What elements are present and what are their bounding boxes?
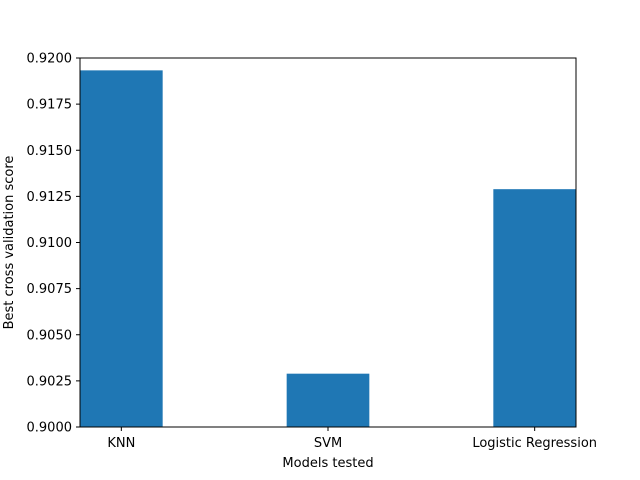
y-tick-label: 0.9075: [27, 282, 73, 297]
bars-layer: [80, 70, 576, 427]
x-axis-label: Models tested: [282, 456, 373, 471]
y-tick-label: 0.9100: [27, 236, 73, 251]
y-tick-label: 0.9150: [27, 144, 73, 159]
y-tick-label: 0.9200: [27, 52, 73, 67]
bar-logistic-regression: [493, 189, 576, 427]
x-axis-ticks: KNN SVM Logistic Regression: [107, 427, 597, 451]
y-tick-label: 0.9025: [27, 374, 73, 389]
x-tick-label: KNN: [107, 436, 135, 451]
y-tick-label: 0.9000: [27, 421, 73, 436]
bar-svm: [286, 373, 370, 427]
y-tick-label: 0.9125: [27, 190, 73, 205]
y-tick-label: 0.9050: [27, 328, 73, 343]
plot-frame: [79, 57, 577, 428]
x-tick-label: Logistic Regression: [472, 436, 597, 451]
y-axis-ticks: 0.9000 0.9025 0.9050 0.9075 0.9100 0.9125 0.91…: [27, 52, 80, 436]
y-tick-label: 0.9175: [27, 98, 73, 113]
y-axis-label: Best cross validation score: [2, 156, 17, 330]
bar-knn: [80, 70, 163, 427]
x-tick-label: SVM: [314, 436, 342, 451]
